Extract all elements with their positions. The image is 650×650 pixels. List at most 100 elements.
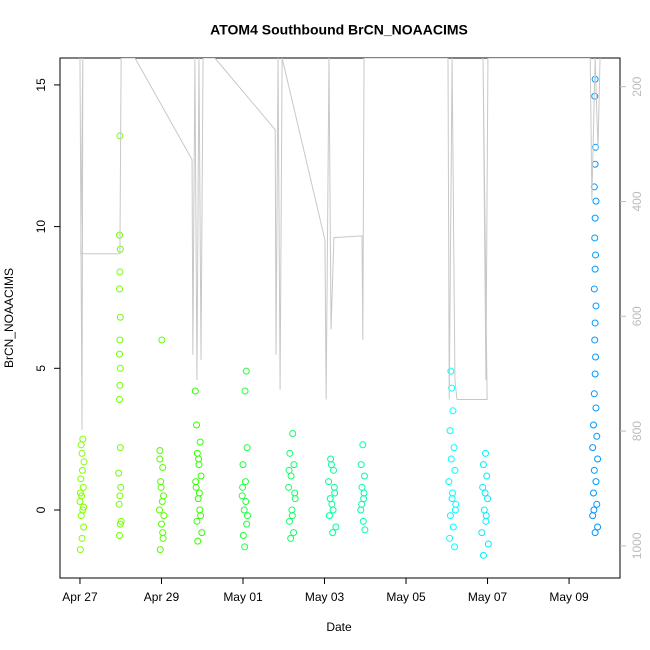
point [191, 387, 199, 395]
y-tick-label: 15 [34, 78, 48, 92]
point [116, 268, 124, 276]
point [451, 506, 459, 514]
point [483, 472, 491, 480]
x-tick-label: May 05 [386, 590, 426, 604]
pressure-line [79, 58, 601, 430]
point [447, 455, 455, 463]
point [285, 466, 293, 474]
x-tick-label: May 09 [549, 590, 589, 604]
point [361, 526, 369, 534]
point [479, 461, 487, 469]
point [116, 231, 124, 239]
point [357, 461, 365, 469]
point [196, 506, 204, 514]
point [590, 466, 598, 474]
point [480, 506, 488, 514]
point [451, 466, 459, 474]
y-tick-label: 0 [34, 506, 48, 513]
point [358, 500, 366, 508]
point [116, 350, 124, 358]
point [195, 455, 203, 463]
point [590, 421, 598, 429]
point [76, 546, 84, 554]
point [329, 506, 337, 514]
point [160, 512, 168, 520]
point [239, 461, 247, 469]
point [446, 534, 454, 542]
point [116, 531, 124, 539]
point [446, 427, 454, 435]
y2-tick-label: 400 [630, 191, 644, 211]
point [479, 483, 487, 491]
point [116, 132, 124, 140]
point [116, 520, 124, 528]
point [289, 429, 297, 437]
point [448, 495, 456, 503]
point [196, 438, 204, 446]
point [291, 495, 299, 503]
y2-tick-label: 600 [630, 306, 644, 326]
point [446, 512, 454, 520]
point [590, 506, 598, 514]
point [328, 500, 336, 508]
point [116, 395, 124, 403]
point [325, 512, 333, 520]
x-tick-label: May 03 [305, 590, 345, 604]
point [241, 387, 249, 395]
point [591, 529, 599, 537]
point [329, 466, 337, 474]
point [79, 506, 87, 514]
point [482, 512, 490, 520]
point [239, 531, 247, 539]
point [192, 483, 200, 491]
x-tick-label: May 07 [468, 590, 508, 604]
point [591, 336, 599, 344]
point [287, 534, 295, 542]
point [197, 472, 205, 480]
point [76, 489, 84, 497]
point [77, 441, 85, 449]
y2-tick-label: 800 [630, 421, 644, 441]
chart-title: ATOM4 Southbound BrCN_NOAACIMS [210, 22, 468, 38]
point [194, 495, 202, 503]
point [117, 517, 125, 525]
point [360, 489, 368, 497]
point [592, 251, 600, 259]
point [592, 302, 600, 310]
point [327, 461, 335, 469]
point [116, 336, 124, 344]
point [288, 512, 296, 520]
point [156, 546, 164, 554]
point [239, 483, 247, 491]
point [591, 370, 599, 378]
point [591, 160, 599, 168]
point [449, 523, 457, 531]
point [157, 483, 165, 491]
point [193, 517, 201, 525]
point [288, 506, 296, 514]
point [193, 421, 201, 429]
y-tick-label: 5 [34, 365, 48, 372]
point [157, 520, 165, 528]
point [358, 483, 366, 491]
point [116, 313, 124, 321]
point [242, 367, 250, 375]
point [445, 478, 453, 486]
point [481, 489, 489, 497]
point [76, 497, 84, 505]
point [359, 441, 367, 449]
point [116, 285, 124, 293]
point [116, 381, 124, 389]
point [329, 529, 337, 537]
point [593, 500, 601, 508]
point [589, 444, 597, 452]
point [589, 512, 597, 520]
point [451, 543, 459, 551]
point [197, 512, 205, 520]
x-tick-label: Apr 27 [62, 590, 98, 604]
point [331, 489, 339, 497]
point [80, 503, 88, 511]
point [77, 475, 85, 483]
y2-tick-label: 200 [630, 76, 644, 96]
x-tick-label: May 01 [223, 590, 263, 604]
